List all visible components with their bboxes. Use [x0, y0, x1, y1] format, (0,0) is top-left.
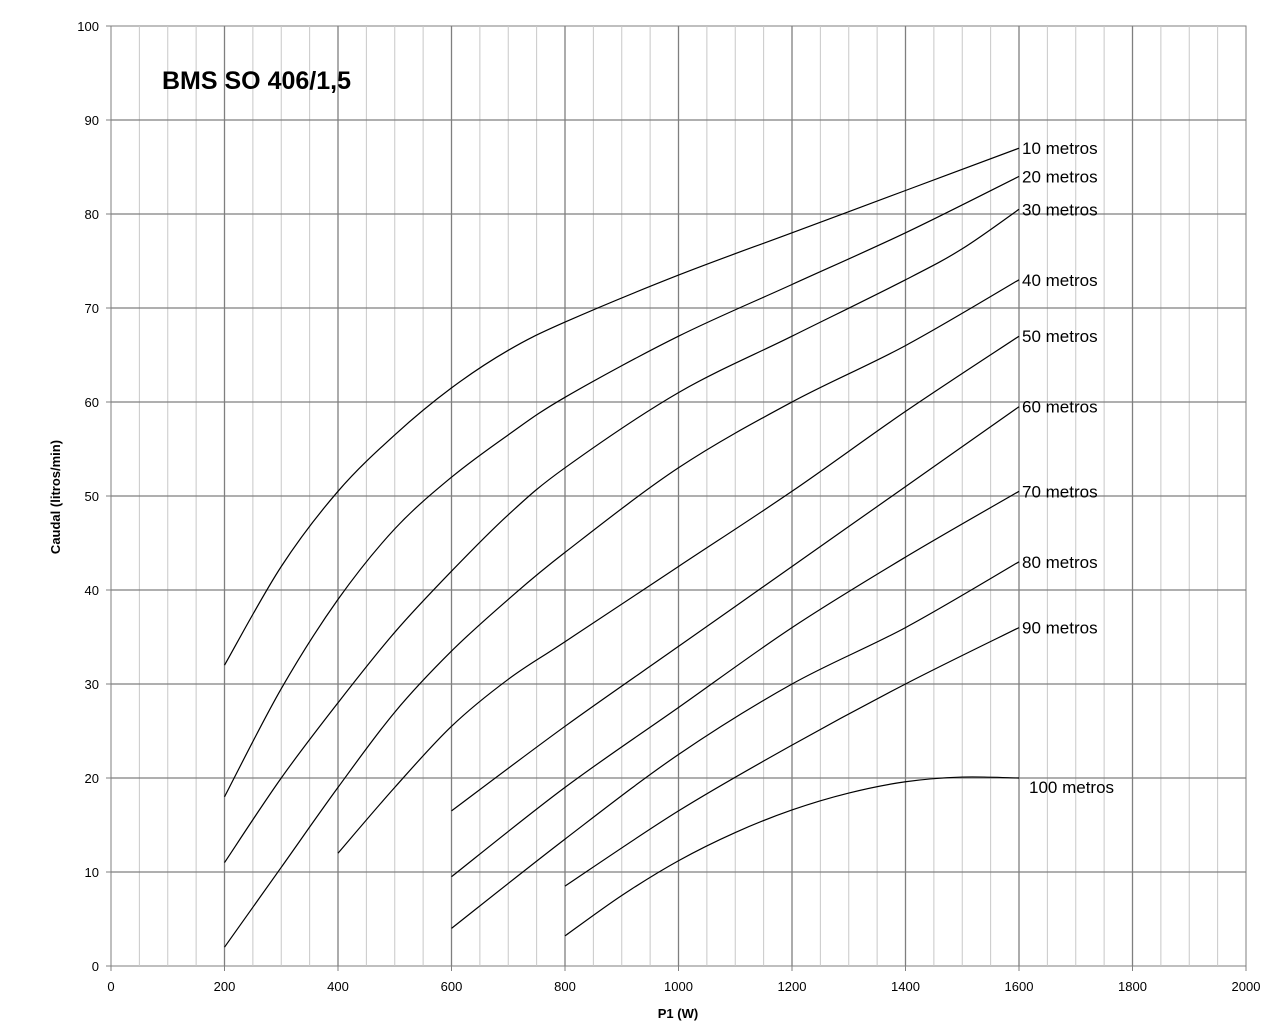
series-80-metros-line — [451, 561, 1020, 929]
y-tick-label: 0 — [92, 959, 99, 974]
x-tick-label: 1600 — [1005, 979, 1034, 994]
grid — [110, 25, 1247, 967]
series-20-metros-label: 20 metros — [1022, 167, 1098, 186]
x-tick-label: 1800 — [1118, 979, 1147, 994]
y-tick-label: 50 — [85, 489, 99, 504]
x-tick-label: 2000 — [1232, 979, 1261, 994]
y-tick-label: 30 — [85, 677, 99, 692]
series-labels: 10 metros 20 metros 30 metros 40 metros 50 m… — [1022, 139, 1114, 797]
series-lines — [223, 147, 1020, 948]
series-100-metros-line — [564, 776, 1020, 937]
series-10-metros-label: 10 metros — [1022, 139, 1098, 158]
x-tick-label: 800 — [554, 979, 576, 994]
series-40-metros-label: 40 metros — [1022, 271, 1098, 290]
x-tick-label: 600 — [441, 979, 463, 994]
x-tick-label: 1400 — [891, 979, 920, 994]
x-tick-label: 1200 — [778, 979, 807, 994]
y-tick-label: 80 — [85, 207, 99, 222]
series-50-metros-line — [337, 335, 1020, 854]
y-axis-title: Caudal (litros/min) — [48, 440, 63, 554]
y-tick-label: 70 — [85, 301, 99, 316]
series-80-metros-label: 80 metros — [1022, 553, 1098, 572]
y-tick-label: 60 — [85, 395, 99, 410]
series-20-metros-line — [223, 175, 1020, 798]
series-10-metros-line — [223, 147, 1020, 666]
series-90-metros-label: 90 metros — [1022, 619, 1098, 638]
series-30-metros-line — [224, 208, 1020, 863]
series-100-metros-label: 100 metros — [1029, 778, 1114, 797]
series-70-metros-line — [451, 490, 1020, 878]
y-tick-label: 100 — [77, 19, 99, 34]
y-tick-label: 40 — [85, 583, 99, 598]
series-70-metros-label: 70 metros — [1022, 482, 1098, 501]
x-tick-label: 0 — [107, 979, 114, 994]
y-tick-label: 10 — [85, 865, 99, 880]
series-50-metros-label: 50 metros — [1022, 327, 1098, 346]
series-90-metros-line — [564, 627, 1020, 887]
axis-ticks: 0 200 400 600 800 1000 1200 1400 1600 1800 2000 0 10… — [77, 19, 1260, 994]
series-60-metros-label: 60 metros — [1022, 398, 1098, 417]
x-tick-label: 200 — [214, 979, 236, 994]
x-axis-title: P1 (W) — [658, 1006, 698, 1021]
y-tick-label: 90 — [85, 113, 99, 128]
series-40-metros-line — [224, 279, 1020, 948]
y-tick-label: 20 — [85, 771, 99, 786]
series-30-metros-label: 30 metros — [1022, 200, 1098, 219]
x-tick-label: 400 — [327, 979, 349, 994]
x-tick-label: 1000 — [664, 979, 693, 994]
chart-title: BMS SO 406/1,5 — [162, 67, 351, 95]
series-60-metros-line — [451, 406, 1020, 812]
